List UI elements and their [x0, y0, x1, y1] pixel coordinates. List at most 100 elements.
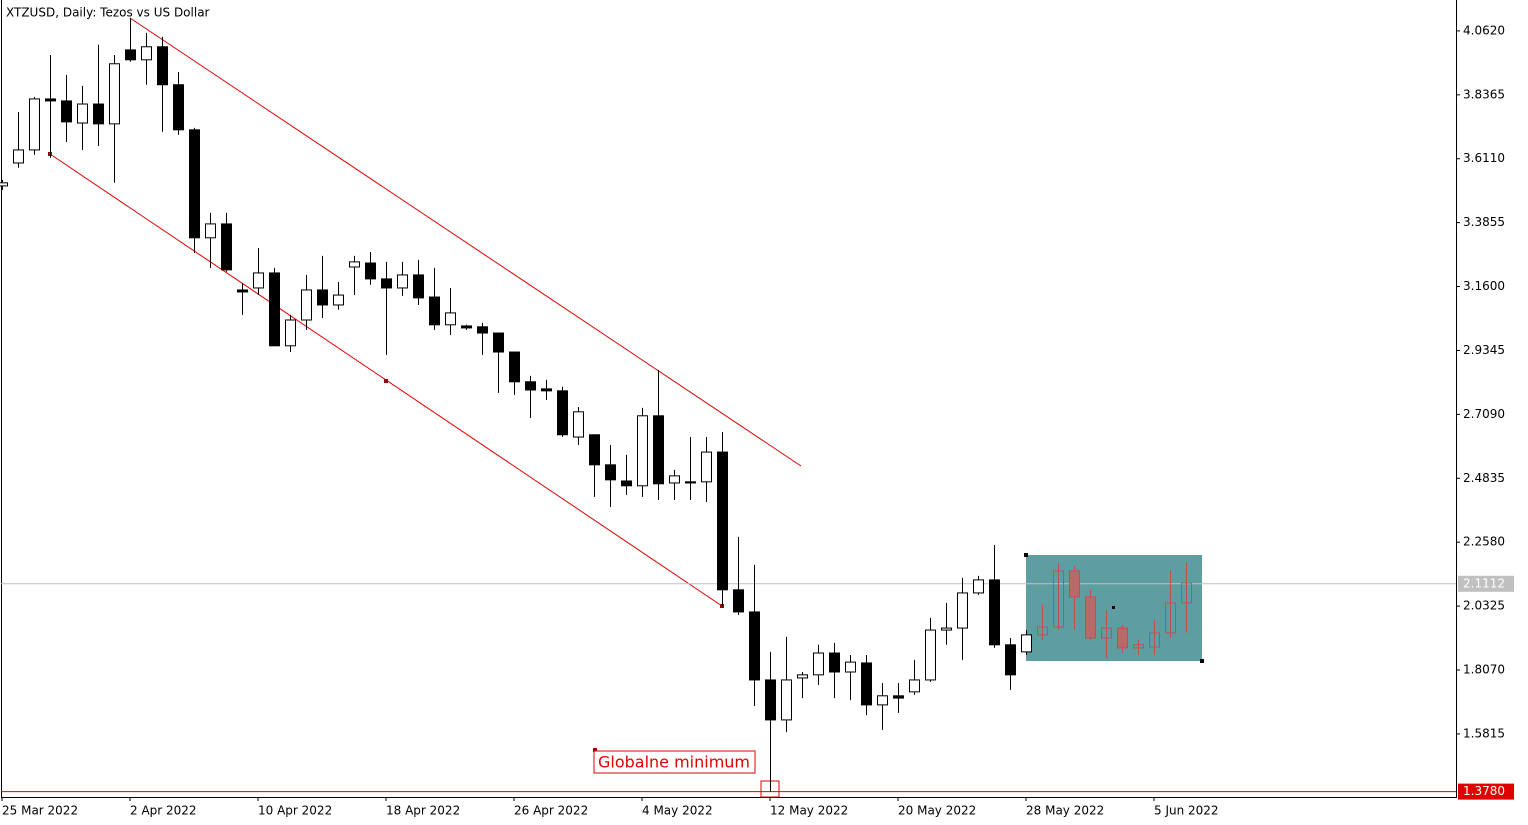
candle-body — [637, 415, 648, 487]
candle-body — [125, 49, 136, 61]
price-label: 1.3780 — [1463, 784, 1505, 798]
annotation-box — [593, 750, 756, 774]
candle-body — [1005, 644, 1016, 676]
candle-body — [621, 480, 632, 487]
price-label-box — [1458, 575, 1514, 592]
candle-body — [61, 100, 72, 123]
candle-body — [893, 695, 904, 699]
candle-body — [573, 411, 584, 438]
candle-body — [221, 223, 232, 271]
y-tick-label: 2.9345 — [1463, 343, 1505, 357]
candle-body — [765, 679, 776, 721]
y-tick-label: 4.0620 — [1463, 23, 1505, 37]
candle-body — [877, 695, 888, 706]
candle-body — [173, 84, 184, 131]
candle-body — [909, 679, 920, 693]
candle-body — [541, 388, 552, 392]
x-tick-label: 28 May 2022 — [1026, 804, 1104, 818]
y-tick-label: 2.2580 — [1463, 535, 1505, 549]
candle-body — [733, 589, 744, 613]
anchor-point — [384, 379, 388, 383]
candle-body — [797, 674, 808, 679]
candle-body — [429, 296, 440, 326]
candle-body — [605, 464, 616, 481]
candle-body — [29, 98, 40, 151]
y-tick-label: 1.8070 — [1463, 663, 1505, 677]
candle-body — [285, 319, 296, 347]
anchor-point — [1112, 606, 1115, 609]
candle-body — [141, 46, 152, 61]
candle-body — [461, 325, 472, 329]
candle-body — [1181, 582, 1192, 604]
candle-body — [77, 103, 88, 124]
annotation: Globalne minimum — [598, 753, 750, 772]
y-tick-label: 2.0325 — [1463, 599, 1505, 613]
candle-body — [45, 98, 56, 102]
y-tick-label: 3.1600 — [1463, 279, 1505, 293]
candle-body — [1165, 602, 1176, 634]
candle-body — [525, 381, 536, 391]
candle-body — [653, 415, 664, 485]
candle-body — [157, 46, 168, 86]
anchor-point — [720, 604, 724, 608]
anchor-point — [1024, 553, 1028, 557]
y-tick-label: 3.8365 — [1463, 87, 1505, 101]
candle-body — [445, 312, 456, 326]
x-tick-label: 18 Apr 2022 — [386, 804, 460, 818]
candle-body — [93, 103, 104, 125]
candle-body — [1149, 632, 1160, 648]
candle-body — [109, 63, 120, 125]
candle-body — [365, 262, 376, 280]
candle-body — [557, 390, 568, 436]
candle-body — [781, 679, 792, 721]
candle-body — [509, 351, 520, 383]
x-tick-label: 2 Apr 2022 — [130, 804, 197, 818]
candle-body — [685, 481, 696, 484]
y-tick-label: 2.4835 — [1463, 471, 1505, 485]
candle-body — [813, 652, 824, 676]
candle-body — [253, 272, 264, 289]
candle-body — [381, 278, 392, 289]
y-tick-label: 3.6110 — [1463, 151, 1505, 165]
candle-body — [589, 434, 600, 466]
candle-body — [189, 129, 200, 239]
x-tick-label: 20 May 2022 — [898, 804, 976, 818]
y-tick-label: 3.3855 — [1463, 215, 1505, 229]
candle-body — [717, 451, 728, 591]
x-tick-label: 12 May 2022 — [770, 804, 848, 818]
y-tick-label: 1.5815 — [1463, 726, 1505, 740]
candle-body — [861, 662, 872, 706]
candle-body — [237, 289, 248, 293]
candle-body — [1053, 570, 1064, 628]
candle-body — [397, 274, 408, 289]
anchor-point — [593, 748, 597, 752]
x-tick-label: 10 Apr 2022 — [258, 804, 332, 818]
candle-body — [269, 272, 280, 347]
candle-body — [925, 629, 936, 681]
candle-body — [1037, 626, 1048, 636]
candle-body — [1133, 644, 1144, 649]
x-tick-label: 26 Apr 2022 — [514, 804, 588, 818]
chart-title: XTZUSD, Daily: Tezos vs US Dollar — [6, 6, 210, 20]
candle-body — [13, 149, 24, 164]
candle-body — [973, 579, 984, 594]
price-label-box — [1458, 783, 1514, 800]
y-tick-label: 2.7090 — [1463, 407, 1505, 421]
candle-body — [1101, 627, 1112, 639]
candle-body — [829, 652, 840, 673]
candle-body — [413, 274, 424, 299]
candle-body — [941, 627, 952, 631]
anchor-point — [1200, 659, 1204, 663]
candle-body — [349, 261, 360, 268]
candle-body — [477, 326, 488, 334]
candle-body — [701, 451, 712, 483]
candle-body — [1021, 634, 1032, 653]
candle-body — [493, 332, 504, 353]
x-tick-label: 25 Mar 2022 — [2, 804, 78, 818]
candle-body — [205, 223, 216, 239]
candle-body — [301, 289, 312, 321]
x-tick-label: 5 Jun 2022 — [1154, 804, 1219, 818]
x-tick-label: 4 May 2022 — [642, 804, 713, 818]
channel-upper — [129, 17, 802, 467]
